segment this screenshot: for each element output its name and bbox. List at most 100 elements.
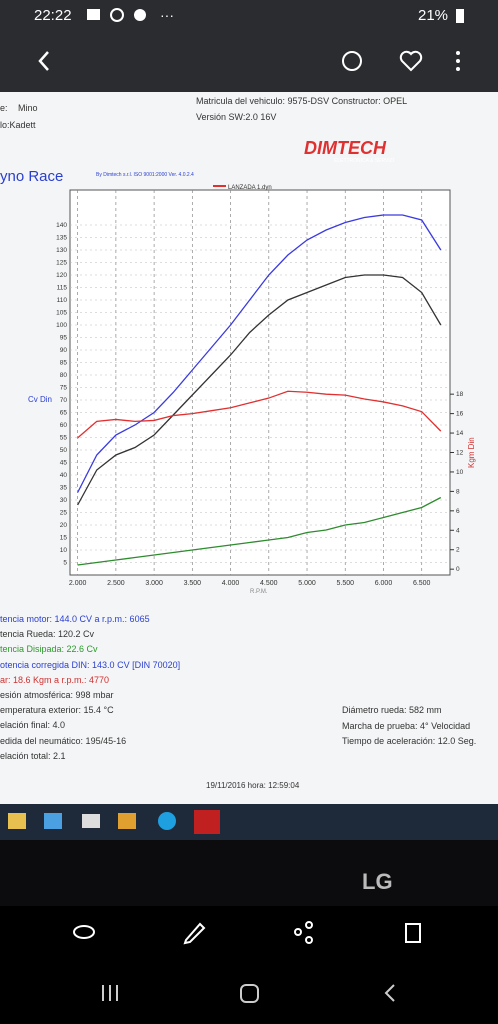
top-icons: ···: [38, 7, 464, 72]
y2-tick-label: 8: [456, 488, 460, 495]
folder-icon: [8, 813, 26, 829]
plot-area: [69, 189, 451, 576]
y2-tick-label: 10: [456, 469, 464, 476]
y2-tick-label: 14: [456, 430, 464, 437]
x-tick-label: 2.500: [107, 580, 125, 587]
y-tick-label: 95: [60, 335, 68, 342]
y2-tick-label: 12: [456, 450, 464, 457]
result-left: elación total: 2.1: [0, 750, 66, 761]
y-tick-label: 115: [57, 285, 68, 292]
result-left: tencia motor: 144.0 CV a r.p.m.: 6065: [0, 614, 150, 624]
back-button[interactable]: [38, 51, 49, 71]
x-tick-label: 6.500: [413, 580, 431, 587]
y-tick-label: 70: [60, 397, 68, 404]
version: Versión SW:2.0 16V: [196, 112, 277, 122]
y-tick-label: 20: [60, 522, 68, 529]
logo: DIMTECH: [304, 138, 386, 158]
model: lo:Kadett: [0, 120, 36, 130]
monitor-bezel: [0, 840, 498, 906]
menu-button[interactable]: [456, 51, 460, 71]
y-tick-label: 40: [60, 472, 68, 479]
y-tick-label: 85: [60, 360, 68, 367]
y-tick-label: 15: [60, 535, 68, 542]
result-left: emperatura exterior: 15.4 °C: [0, 705, 114, 716]
motion-button[interactable]: [342, 51, 362, 71]
y-tick-label: 140: [56, 222, 67, 229]
result-left: esión atmosférica: 998 mbar: [0, 690, 114, 700]
y-tick-label: 5: [63, 560, 67, 567]
byline: By Dimtech s.r.l. ISO 9001:2000 Ver. 4.0…: [96, 172, 194, 178]
logo-sub: ELETTRONICA & SERVIZI: [334, 158, 395, 164]
y-tick-label: 75: [60, 385, 68, 392]
y2-tick-label: 18: [456, 391, 464, 398]
x-tick-label: 5.500: [336, 580, 354, 587]
y-tick-label: 25: [60, 510, 68, 517]
result-left: otencia corregida DIN: 143.0 CV [DIN 700…: [0, 659, 181, 670]
y-tick-label: 45: [60, 460, 68, 467]
taskbar-icons: [8, 810, 220, 834]
series-line: [77, 274, 442, 506]
series-line: [77, 496, 442, 566]
owner: Mino: [18, 103, 38, 113]
status-time: 22:22: [34, 7, 72, 24]
y-tick-label: 110: [57, 297, 68, 304]
y-tick-label: 35: [60, 485, 68, 492]
home-button[interactable]: [240, 984, 259, 1003]
y-tick-label: 105: [56, 310, 67, 317]
result-left: ar: 18.6 Kgm a r.p.m.: 4770: [0, 674, 110, 685]
y-tick-label: 10: [60, 547, 68, 554]
y-tick-label: 90: [60, 347, 68, 354]
y-tick-label: 135: [56, 235, 67, 242]
x-axis-label: R.P.M.: [250, 589, 268, 595]
y2-tick-label: 16: [456, 411, 464, 418]
photo-top: [0, 0, 498, 92]
x-tick-label: 3.500: [184, 580, 202, 587]
view-button[interactable]: [73, 925, 95, 939]
y2-axis-label: Kgm Din: [467, 437, 476, 468]
nav-back-button[interactable]: [384, 984, 395, 1002]
y-tick-label: 80: [60, 372, 68, 379]
result-left: tencia Rueda: 120.2 Cv: [0, 629, 95, 640]
fb-icon: [134, 9, 146, 21]
more-dots: ···: [160, 7, 174, 23]
result-left: edida del neumático: 195/45-16: [0, 735, 127, 746]
pdf-icon: [194, 810, 220, 834]
skype-icon: [158, 812, 176, 830]
x-tick-label: 2.000: [69, 580, 87, 587]
x-tick-label: 6.000: [375, 580, 393, 587]
delete-button[interactable]: [405, 923, 421, 943]
monitor-brand: LG: [362, 869, 393, 894]
y2-tick-label: 6: [456, 508, 460, 515]
legend-label: LANZADA 1.dyn: [228, 185, 272, 191]
owner-label: e:: [0, 103, 8, 113]
y-tick-label: 60: [60, 422, 68, 429]
gallery-icon: [87, 9, 100, 20]
share-button[interactable]: [294, 921, 313, 944]
edit-button[interactable]: [183, 922, 206, 945]
media-icon: [118, 813, 136, 829]
y-tick-label: 50: [60, 447, 68, 454]
result-right: Marcha de prueba: 4° Velocidad: [342, 720, 471, 731]
result-left: elación final: 4.0: [0, 720, 66, 731]
chat-icon: [110, 8, 124, 22]
y-tick-label: 120: [56, 272, 67, 279]
y-tick-label: 65: [60, 410, 68, 417]
recents-button[interactable]: [102, 985, 118, 1001]
result-right: Diámetro rueda: 582 mm: [342, 705, 442, 715]
chart: LANZADA 1.dyn Cv Din Kgm Din R.P.M. 2.00…: [28, 185, 476, 595]
y-tick-label: 55: [60, 435, 68, 442]
result-right: Tiempo de aceleración: 12.0 Seg.: [342, 736, 477, 746]
favorite-button[interactable]: [399, 50, 423, 72]
report-title: yno Race: [0, 168, 64, 185]
store-icon: [44, 813, 62, 829]
x-tick-label: 4.500: [260, 580, 278, 587]
y-tick-label: 100: [56, 322, 67, 329]
bottom-bars: [73, 921, 421, 1003]
series-line: [77, 390, 442, 439]
x-tick-label: 4.000: [222, 580, 240, 587]
battery-icon: [456, 9, 464, 23]
x-tick-label: 5.000: [298, 580, 316, 587]
y-tick-label: 125: [56, 260, 67, 267]
x-tick-label: 3.000: [145, 580, 163, 587]
